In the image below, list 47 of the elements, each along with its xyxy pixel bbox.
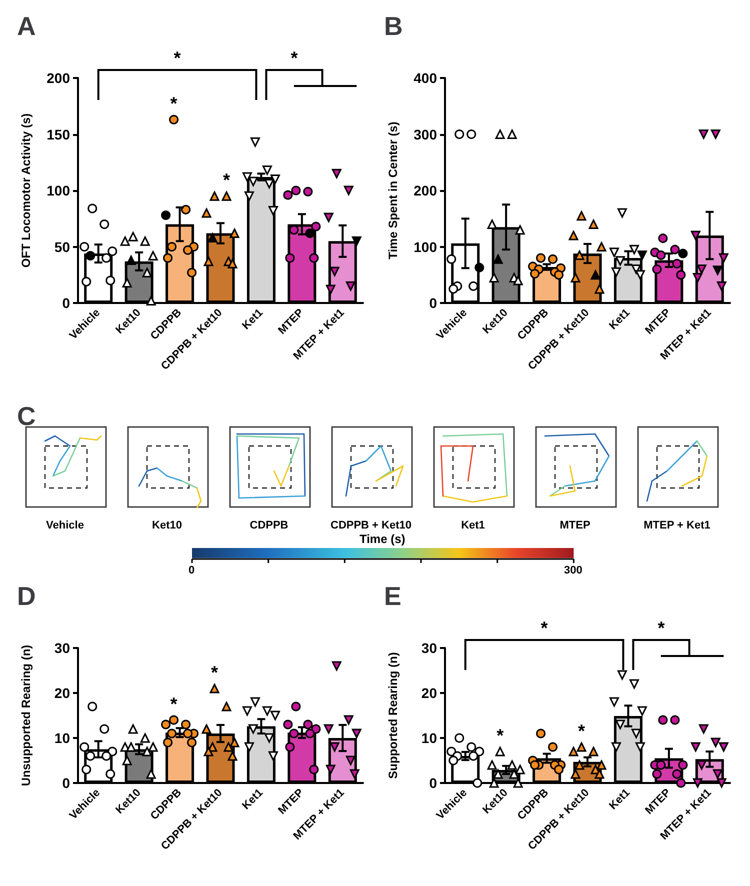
y-axis-title: OFT Locomotor Activity (s) xyxy=(19,113,33,268)
y-tick-label: 10 xyxy=(54,730,70,746)
category-label: CDPPB xyxy=(250,520,288,532)
y-tick-label: 400 xyxy=(414,70,438,86)
chart-title: E xyxy=(384,581,402,611)
y-tick-label: 150 xyxy=(46,126,70,142)
y-tick-label: 10 xyxy=(421,730,438,746)
category-label: Vehicle xyxy=(46,520,84,532)
annotation: * xyxy=(210,662,218,682)
chart-title: D xyxy=(17,581,36,611)
text: C xyxy=(17,401,36,431)
category-label: Ket10 xyxy=(152,520,182,532)
text: * xyxy=(174,48,181,68)
text: 0 xyxy=(188,564,195,576)
text: * xyxy=(290,48,298,68)
y-tick-label: 100 xyxy=(46,182,70,198)
annotation: * xyxy=(578,721,586,741)
y-tick-label: 200 xyxy=(46,70,70,86)
annotation: * xyxy=(170,694,178,714)
text: Time (s) xyxy=(359,532,406,546)
y-tick-label: 100 xyxy=(414,238,438,255)
y-tick-label: 30 xyxy=(421,640,438,656)
y-tick-label: 300 xyxy=(414,126,438,142)
y-tick-label: 0 xyxy=(429,775,438,791)
y-axis-title: Time Spent in Center (s) xyxy=(386,122,400,260)
y-tick-label: 30 xyxy=(54,640,70,656)
text: 300 xyxy=(564,564,582,576)
text: * xyxy=(540,618,548,638)
category-label: CDPPB + Ket10 xyxy=(330,520,412,532)
text: * xyxy=(658,618,665,638)
y-tick-label: 0 xyxy=(62,775,70,791)
chart-title: A xyxy=(17,11,36,41)
chart-title: B xyxy=(384,11,403,41)
y-tick-label: 20 xyxy=(421,685,438,701)
category-label: Ket1 xyxy=(461,520,485,532)
y-tick-label: 0 xyxy=(429,295,438,311)
y-tick-label: 20 xyxy=(54,685,70,701)
y-tick-label: 200 xyxy=(414,182,438,198)
annotation: * xyxy=(222,170,230,190)
category-label: MTEP xyxy=(560,520,590,532)
y-axis-title: Unsupported Rearing (n) xyxy=(19,644,33,786)
y-tick-label: 50 xyxy=(54,238,70,255)
annotation: * xyxy=(170,94,178,114)
y-tick-label: 0 xyxy=(62,295,70,311)
annotation: * xyxy=(496,726,504,746)
y-axis-title: Supported Rearing (n) xyxy=(386,652,400,779)
category-label: MTEP + Ket1 xyxy=(644,520,710,532)
